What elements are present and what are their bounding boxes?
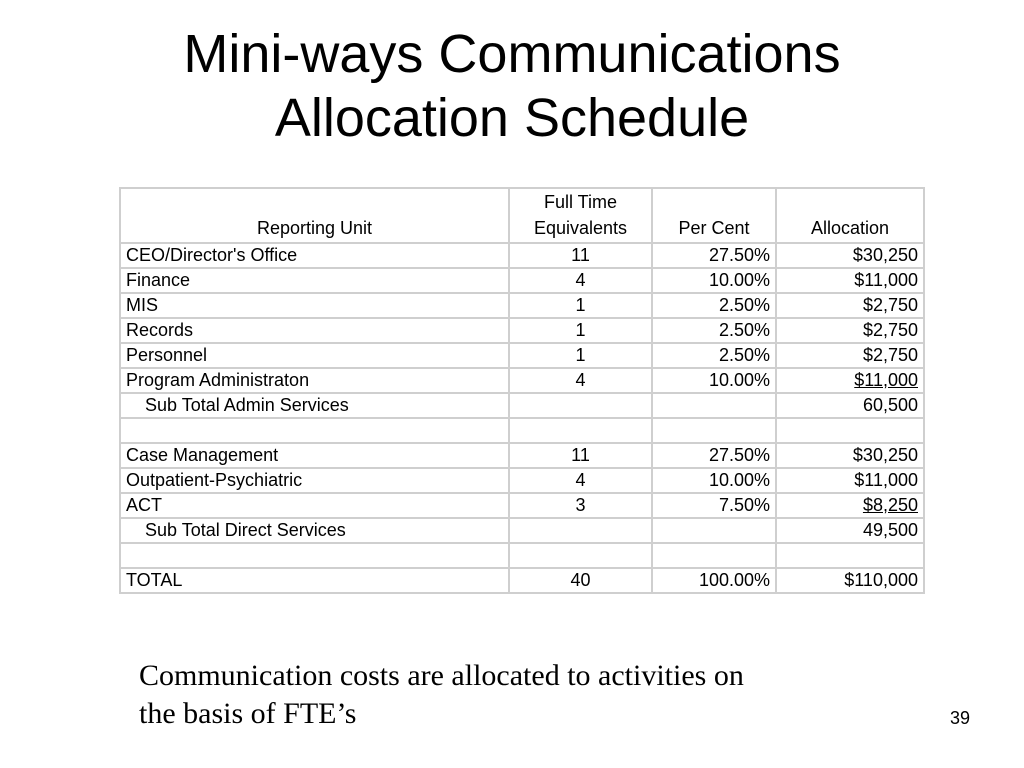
allocation-cell: 49,500 — [775, 517, 925, 544]
unit-cell: Finance — [119, 267, 510, 294]
fte-cell: 11 — [508, 242, 653, 269]
percent-cell: 7.50% — [651, 492, 777, 519]
percent-cell — [651, 517, 777, 544]
table-row: Finance 4 10.00% $11,000 — [119, 267, 925, 294]
subtotal-row: Sub Total Direct Services 49,500 — [119, 517, 925, 544]
unit-cell: Records — [119, 317, 510, 344]
percent-cell: 27.50% — [651, 242, 777, 269]
table-row: CEO/Director's Office 11 27.50% $30,250 — [119, 242, 925, 269]
percent-cell: 27.50% — [651, 442, 777, 469]
unit-cell: Outpatient-Psychiatric — [119, 467, 510, 494]
unit-cell: TOTAL — [119, 567, 510, 594]
percent-cell: 100.00% — [651, 567, 777, 594]
header-per-cent: Per Cent — [651, 187, 777, 244]
fte-cell — [508, 417, 653, 444]
percent-cell — [651, 392, 777, 419]
percent-cell: 2.50% — [651, 292, 777, 319]
table-row: Case Management 11 27.50% $30,250 — [119, 442, 925, 469]
unit-cell: Case Management — [119, 442, 510, 469]
fte-cell: 40 — [508, 567, 653, 594]
allocation-cell — [775, 417, 925, 444]
unit-cell: CEO/Director's Office — [119, 242, 510, 269]
percent-cell: 10.00% — [651, 367, 777, 394]
table-row: MIS 1 2.50% $2,750 — [119, 292, 925, 319]
page-number: 39 — [949, 708, 970, 728]
slide-title: Mini-ways Communications Allocation Sche… — [0, 22, 1024, 150]
unit-cell: Sub Total Admin Services — [119, 392, 510, 419]
allocation-table: Reporting Unit Full Time Equivalents Per… — [119, 187, 925, 594]
table-row: Program Administraton 4 10.00% $11,000 — [119, 367, 925, 394]
caption-line-1: Communication costs are allocated to act… — [139, 659, 744, 692]
allocation-cell: $30,250 — [775, 242, 925, 269]
allocation-cell: $2,750 — [775, 292, 925, 319]
allocation-cell: $11,000 — [775, 467, 925, 494]
fte-cell — [508, 517, 653, 544]
header-reporting-unit: Reporting Unit — [119, 187, 510, 244]
header-row: Reporting Unit Full Time Equivalents Per… — [119, 187, 925, 244]
title-line-2: Allocation Schedule — [274, 88, 750, 148]
caption-line-2: the basis of FTE’s — [139, 697, 357, 730]
allocation-cell: $2,750 — [775, 317, 925, 344]
percent-cell — [651, 542, 777, 569]
subtotal-row: Sub Total Admin Services 60,500 — [119, 392, 925, 419]
unit-cell — [119, 542, 510, 569]
blank-row — [119, 417, 925, 444]
fte-cell: 4 — [508, 467, 653, 494]
fte-cell — [508, 542, 653, 569]
header-fte: Full Time Equivalents — [508, 187, 653, 244]
fte-cell: 4 — [508, 267, 653, 294]
table-row: ACT 3 7.50% $8,250 — [119, 492, 925, 519]
header-fte-line-2: Equivalents — [533, 218, 628, 238]
allocation-cell: $110,000 — [775, 567, 925, 594]
allocation-cell: 60,500 — [775, 392, 925, 419]
unit-cell: Sub Total Direct Services — [119, 517, 510, 544]
percent-cell: 10.00% — [651, 467, 777, 494]
allocation-cell — [775, 542, 925, 569]
unit-cell: ACT — [119, 492, 510, 519]
table-row: Personnel 1 2.50% $2,750 — [119, 342, 925, 369]
percent-cell: 2.50% — [651, 342, 777, 369]
fte-cell: 3 — [508, 492, 653, 519]
percent-cell — [651, 417, 777, 444]
fte-cell: 1 — [508, 317, 653, 344]
allocation-cell: $2,750 — [775, 342, 925, 369]
allocation-cell: $11,000 — [775, 267, 925, 294]
percent-cell: 10.00% — [651, 267, 777, 294]
unit-cell — [119, 417, 510, 444]
header-allocation: Allocation — [775, 187, 925, 244]
unit-cell: MIS — [119, 292, 510, 319]
percent-cell: 2.50% — [651, 317, 777, 344]
allocation-cell: $30,250 — [775, 442, 925, 469]
fte-cell: 1 — [508, 292, 653, 319]
allocation-cell: $11,000 — [775, 367, 925, 394]
fte-cell: 11 — [508, 442, 653, 469]
header-fte-line-1: Full Time — [543, 192, 617, 212]
fte-cell: 1 — [508, 342, 653, 369]
table-row: Outpatient-Psychiatric 4 10.00% $11,000 — [119, 467, 925, 494]
unit-cell: Program Administraton — [119, 367, 510, 394]
unit-cell: Personnel — [119, 342, 510, 369]
caption: Communication costs are allocated to act… — [139, 657, 859, 733]
fte-cell — [508, 392, 653, 419]
table-row: Records 1 2.50% $2,750 — [119, 317, 925, 344]
total-row: TOTAL 40 100.00% $110,000 — [119, 567, 925, 594]
title-line-1: Mini-ways Communications — [183, 24, 841, 84]
fte-cell: 4 — [508, 367, 653, 394]
blank-row — [119, 542, 925, 569]
allocation-cell: $8,250 — [775, 492, 925, 519]
